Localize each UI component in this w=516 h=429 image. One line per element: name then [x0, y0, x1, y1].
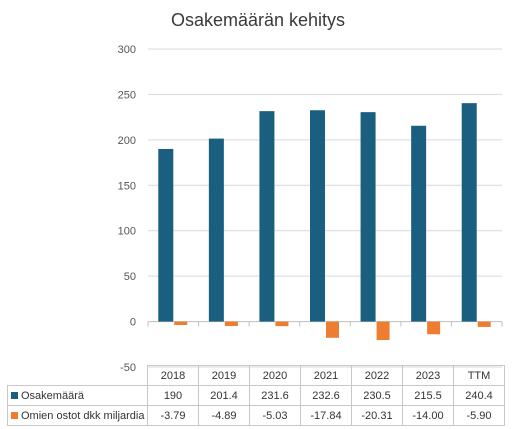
y-tick-label: 50	[124, 271, 136, 283]
legend-entry: Omien ostot dkk miljardia	[7, 405, 148, 426]
bar-omien-ostot	[174, 321, 188, 326]
bar-omien-ostot	[224, 321, 238, 327]
data-label: 215.5	[402, 385, 454, 406]
y-tick-label: 0	[130, 317, 136, 329]
category-label: 2018	[147, 365, 199, 386]
bar-osakemaara	[259, 111, 275, 322]
data-label: 190	[147, 385, 199, 406]
data-label: 230.5	[351, 385, 403, 406]
y-tick-label: 150	[118, 180, 136, 192]
bar-osakemaara	[158, 148, 174, 322]
data-label: -17.84	[300, 405, 352, 426]
data-label: 201.4	[198, 385, 250, 406]
table-row: Osakemäärä 190 201.4 231.6 232.6 230.5 215.5 24…	[7, 385, 505, 406]
chart-title: Osakemäärän kehitys	[170, 10, 346, 30]
bar-osakemaara	[411, 125, 427, 322]
bar-omien-ostot	[376, 321, 390, 341]
data-label: 232.6	[300, 385, 352, 406]
category-label: 2020	[249, 365, 301, 386]
bar-omien-ostot	[326, 321, 339, 338]
legend-label: Osakemäärä	[21, 389, 84, 402]
data-table: 2018 2019 2020 2021 2022 2023 TTM Osakemäärä 190…	[7, 365, 505, 426]
bar-osakemaara	[208, 138, 224, 322]
legend-entry: Osakemäärä	[7, 385, 148, 406]
y-tick-label: 250	[118, 89, 136, 101]
y-tick-label: 300	[118, 44, 136, 56]
table-row: Omien ostot dkk miljardia -3.79 -4.89 -5.03…	[7, 405, 505, 426]
category-label: 2023	[402, 365, 454, 386]
bar-omien-ostot	[477, 321, 491, 327]
bar-osakemaara	[461, 103, 477, 322]
bar-osakemaara	[360, 112, 376, 322]
category-label: 2021	[300, 365, 352, 386]
data-label: -5.03	[249, 405, 301, 426]
data-label: -14.00	[402, 405, 454, 426]
bar-omien-ostot	[427, 321, 441, 335]
data-label: -20.31	[351, 405, 403, 426]
data-label: -3.79	[147, 405, 199, 426]
data-label: -5.90	[453, 405, 505, 426]
category-label: TTM	[453, 365, 505, 386]
category-label: 2019	[198, 365, 250, 386]
y-tick-label: 100	[118, 226, 136, 238]
legend-swatch	[11, 411, 18, 419]
data-label: -4.89	[198, 405, 250, 426]
bar-osakemaara	[310, 110, 325, 322]
y-tick-label: 200	[118, 135, 136, 147]
category-label: 2022	[351, 365, 403, 386]
legend-swatch	[11, 391, 18, 399]
table-corner	[7, 365, 148, 386]
legend-label: Omien ostot dkk miljardia	[21, 409, 145, 422]
data-label: 231.6	[249, 385, 301, 406]
bar-omien-ostot	[275, 321, 289, 327]
data-label: 240.4	[453, 385, 505, 406]
table-header-row: 2018 2019 2020 2021 2022 2023 TTM	[7, 365, 505, 386]
